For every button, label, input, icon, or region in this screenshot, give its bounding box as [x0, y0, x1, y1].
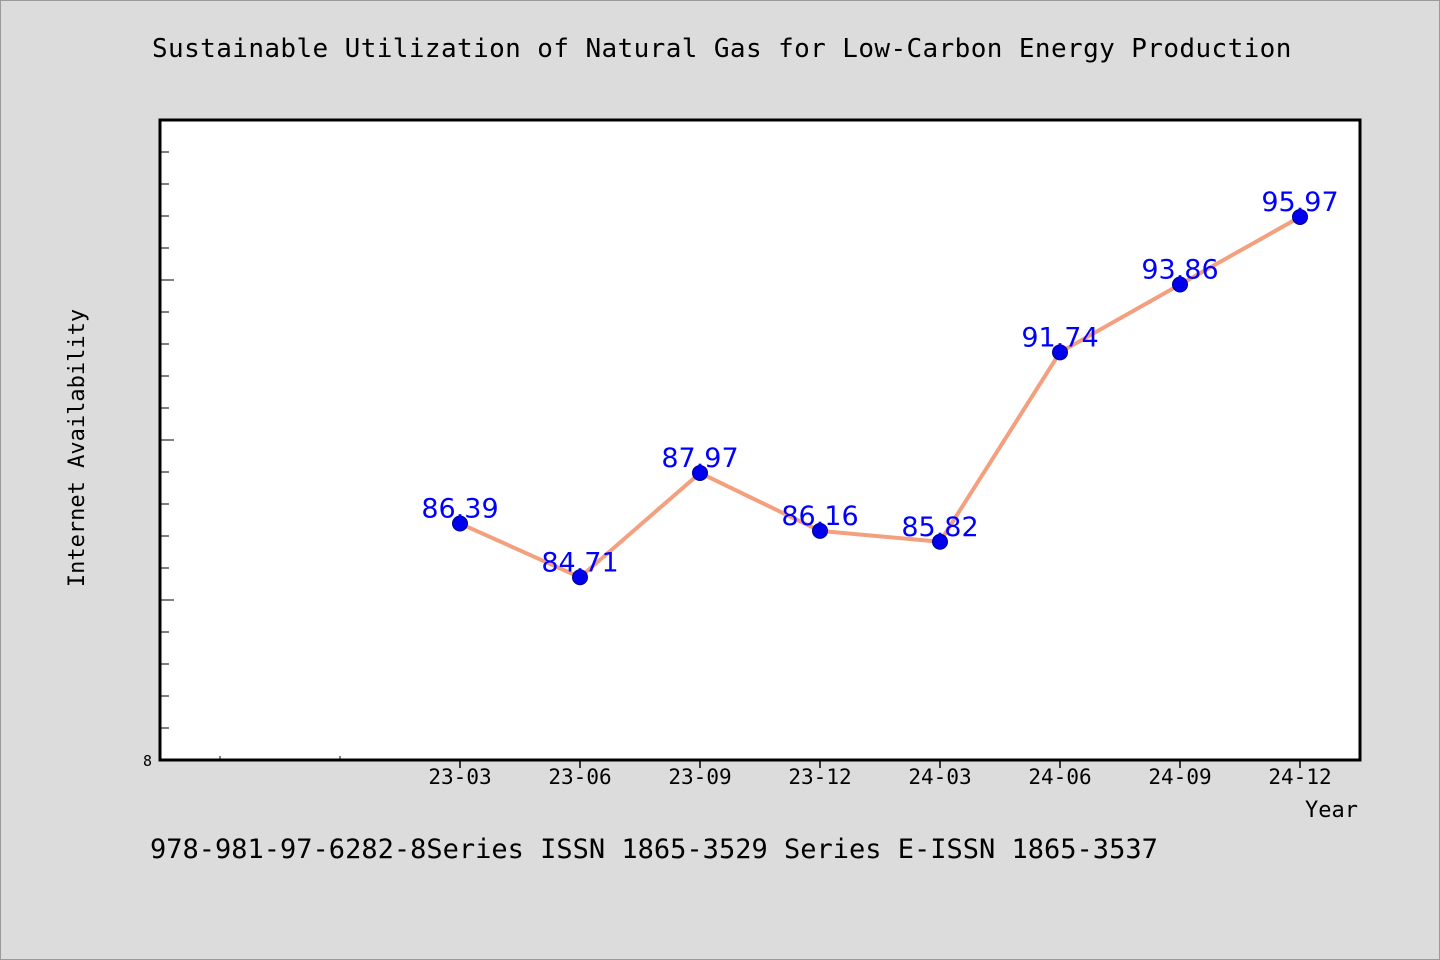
x-tick-label: 23-09	[668, 765, 731, 789]
data-point	[1292, 208, 1308, 225]
data-label: 84.71	[541, 547, 618, 578]
x-tick-label: 24-03	[908, 765, 971, 789]
y-tick-label: 8	[143, 752, 152, 770]
chart-title: Sustainable Utilization of Natural Gas f…	[152, 34, 1292, 64]
data-labels: 86.39 84.71 87.97 86.16 85.82 91.74 93.86 95.97	[421, 187, 1338, 578]
data-point	[1052, 344, 1068, 361]
x-axis-label: Year	[1305, 798, 1358, 823]
data-label: 95.97	[1261, 187, 1338, 218]
plot-frame	[158, 118, 1362, 762]
data-label: 87.97	[661, 443, 738, 474]
x-tick-label: 24-09	[1148, 765, 1211, 789]
x-tick-label: 23-03	[428, 765, 491, 789]
data-label: 86.39	[421, 494, 498, 525]
data-point	[812, 522, 828, 539]
data-point	[1172, 276, 1188, 293]
data-point	[572, 569, 588, 586]
data-label: 85.82	[901, 512, 978, 543]
x-tick-label: 23-06	[548, 765, 611, 789]
x-tick-label: 23-12	[788, 765, 851, 789]
series-markers	[452, 208, 1308, 586]
x-tick-labels: 23-03 23-06 23-09 23-12 24-03 24-06 24-09 24-12	[428, 765, 1331, 789]
data-point	[692, 464, 708, 481]
data-point	[452, 515, 468, 532]
plot-area	[160, 120, 1360, 760]
series-line	[458, 214, 1302, 580]
data-label: 91.74	[1021, 322, 1098, 353]
y-axis-label: Internet Availability	[65, 309, 90, 587]
data-label: 86.16	[781, 501, 858, 532]
data-point	[932, 533, 948, 550]
footer-isbn-text: 978-981-97-6282-8Series ISSN 1865-3529 S…	[150, 834, 1158, 865]
data-label: 93.86	[1141, 254, 1218, 285]
x-tick-label: 24-12	[1268, 765, 1331, 789]
x-tick-label: 24-06	[1028, 765, 1091, 789]
